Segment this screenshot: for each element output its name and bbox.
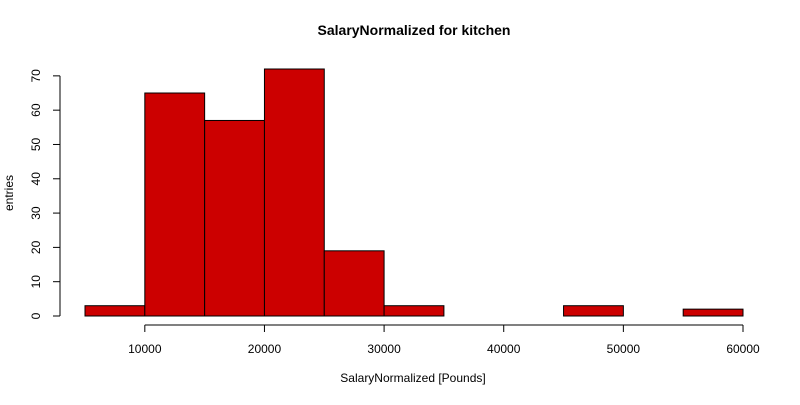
y-tick-label-0: 0 — [29, 312, 43, 319]
x-axis: 10000 20000 30000 40000 50000 60000 — [128, 324, 760, 356]
y-tick-label-2: 20 — [29, 240, 43, 254]
histogram-bar-10 — [682, 308, 744, 317]
bars-group — [84, 68, 744, 317]
x-tick-label-2: 30000 — [367, 342, 401, 356]
histogram-bar-5 — [383, 305, 445, 317]
y-tick-label-5: 50 — [29, 137, 43, 151]
histogram-bar-2 — [204, 119, 265, 317]
x-tick-label-5: 60000 — [726, 342, 760, 356]
histogram-bar-1 — [144, 92, 206, 317]
x-tick-label-0: 10000 — [128, 342, 162, 356]
x-tick-label-1: 20000 — [248, 342, 282, 356]
histogram-bar-8 — [563, 305, 624, 317]
y-axis-label: entries — [2, 175, 16, 211]
histogram-bar-4 — [323, 250, 385, 317]
x-axis-label: SalaryNormalized [Pounds] — [340, 371, 485, 385]
y-axis: 0 10 20 30 40 50 60 70 — [29, 69, 61, 319]
y-tick-label-3: 30 — [29, 206, 43, 220]
chart-title: SalaryNormalized for kitchen — [318, 22, 511, 38]
x-tick-label-4: 50000 — [607, 342, 641, 356]
y-tick-label-4: 40 — [29, 172, 43, 186]
y-tick-label-6: 60 — [29, 103, 43, 117]
y-tick-label-7: 70 — [29, 69, 43, 83]
histogram-bar-0 — [84, 305, 146, 317]
histogram-bar-3 — [263, 68, 325, 317]
y-tick-label-1: 10 — [29, 275, 43, 289]
x-tick-label-3: 40000 — [487, 342, 521, 356]
